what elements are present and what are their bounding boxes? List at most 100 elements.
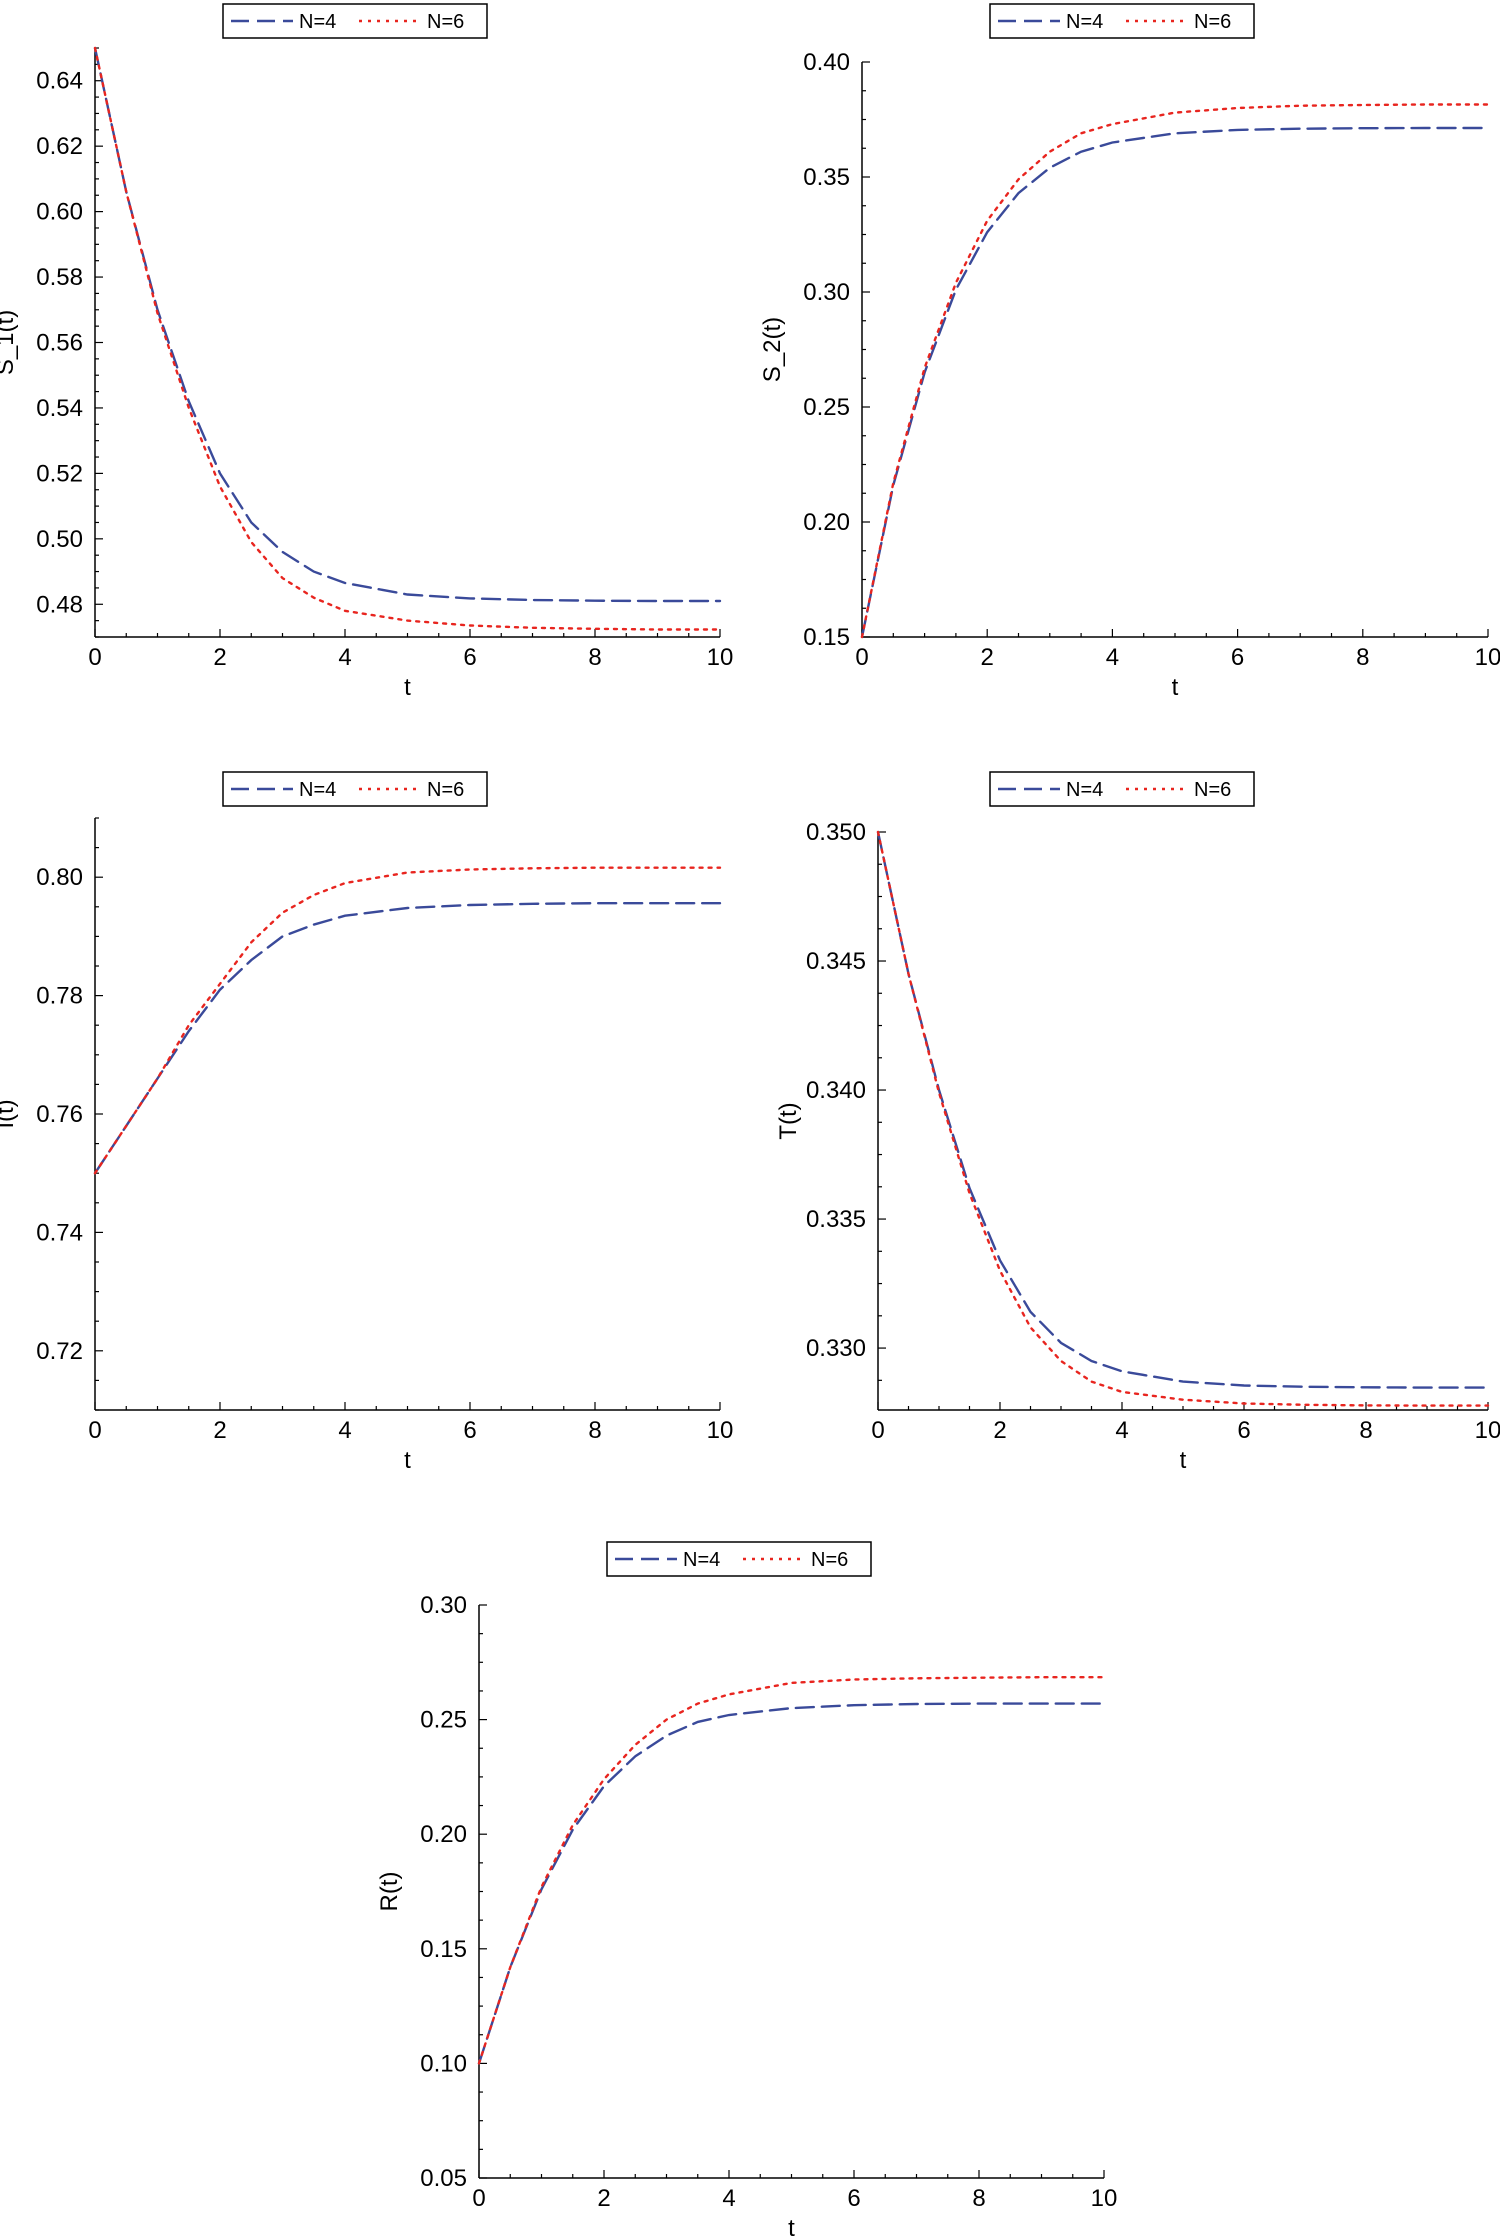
x-tick-label: 10	[707, 1417, 734, 1444]
x-axis-label: t	[404, 1447, 411, 1474]
x-tick-label: 2	[981, 644, 994, 671]
y-tick-label: 0.15	[803, 624, 850, 651]
y-tick-label: 0.56	[36, 330, 83, 357]
y-tick-label: 0.30	[803, 279, 850, 306]
series-line-n4	[93, 46, 722, 603]
series-line-n4	[477, 1702, 1106, 2065]
y-tick-label: 0.58	[36, 264, 83, 291]
series-line-n4	[860, 126, 1490, 639]
x-tick-label: 6	[463, 1417, 476, 1444]
x-tick-label: 8	[1359, 1417, 1372, 1444]
x-tick-label: 10	[1475, 644, 1500, 671]
x-tick-label: 2	[213, 644, 226, 671]
y-tick-label: 0.10	[420, 2050, 467, 2077]
y-tick-label: 0.30	[420, 1592, 467, 1619]
y-tick-label: 0.48	[36, 591, 83, 618]
series-line-n6	[860, 103, 1490, 639]
legend-label: N=6	[811, 1549, 848, 1571]
y-tick-label: 0.62	[36, 133, 83, 160]
x-tick-label: 6	[1231, 644, 1244, 671]
legend: N=4 N=6	[222, 3, 488, 39]
series-line-n4	[93, 902, 722, 1175]
series-line-n6	[93, 46, 722, 631]
y-tick-label: 0.74	[36, 1219, 83, 1246]
x-tick-label: 0	[88, 1417, 101, 1444]
y-tick-label: 0.335	[806, 1206, 866, 1233]
x-tick-label: 10	[1091, 2185, 1118, 2212]
series-line-n6	[477, 1675, 1106, 2065]
y-tick-label: 0.50	[36, 526, 83, 553]
x-axis-label: t	[1180, 1447, 1187, 1474]
x-tick-label: 4	[722, 2185, 735, 2212]
x-tick-label: 0	[871, 1417, 884, 1444]
y-axis-label: S_1(t)	[0, 310, 19, 375]
y-tick-label: 0.40	[803, 49, 850, 76]
x-axis-label: t	[788, 2215, 795, 2240]
legend-label: N=4	[1066, 11, 1103, 33]
legend: N=4 N=6	[989, 3, 1255, 39]
y-tick-label: 0.25	[420, 1707, 467, 1734]
y-tick-label: 0.54	[36, 395, 83, 422]
y-tick-label: 0.330	[806, 1335, 866, 1362]
chart-i: 0 2 4 6 8 10 0.72 0.74 0.76 0.78 0.80 t I(t) N=4 N=6	[0, 771, 734, 1474]
y-tick-label: 0.25	[803, 394, 850, 421]
x-tick-label: 6	[463, 644, 476, 671]
series-line-n6	[876, 830, 1490, 1407]
x-axis-label: t	[1172, 674, 1179, 701]
legend-label: N=4	[299, 11, 336, 33]
x-tick-label: 8	[588, 1417, 601, 1444]
legend-label: N=6	[1194, 11, 1231, 33]
legend-label: N=4	[1066, 779, 1103, 801]
x-tick-label: 6	[1237, 1417, 1250, 1444]
y-tick-label: 0.52	[36, 460, 83, 487]
y-tick-label: 0.20	[803, 509, 850, 536]
y-tick-label: 0.64	[36, 68, 83, 95]
legend-label: N=4	[683, 1549, 720, 1571]
chart-s2: 0 2 4 6 8 10 0.15 0.20 0.25 0.30 0.35 0.40 t S_2(t) N=…	[759, 3, 1500, 701]
x-axis-label: t	[404, 674, 411, 701]
x-tick-label: 4	[1106, 644, 1119, 671]
y-tick-label: 0.80	[36, 864, 83, 891]
x-tick-label: 2	[993, 1417, 1006, 1444]
legend: N=4 N=6	[606, 1541, 872, 1577]
x-tick-label: 10	[707, 644, 734, 671]
legend-label: N=6	[427, 779, 464, 801]
x-tick-label: 8	[972, 2185, 985, 2212]
y-tick-label: 0.345	[806, 948, 866, 975]
y-tick-label: 0.76	[36, 1101, 83, 1128]
legend: N=4 N=6	[222, 771, 488, 807]
y-tick-label: 0.60	[36, 199, 83, 226]
chart-t: 0 2 4 6 8 10 0.330 0.335 0.340 0.345 0.350 t T(t) N=4…	[775, 771, 1500, 1474]
y-axis-label: I(t)	[0, 1099, 19, 1128]
series-line-n4	[876, 830, 1490, 1389]
x-tick-label: 2	[597, 2185, 610, 2212]
legend-label: N=6	[427, 11, 464, 33]
x-tick-label: 8	[588, 644, 601, 671]
y-tick-label: 0.72	[36, 1338, 83, 1365]
x-tick-label: 4	[338, 1417, 351, 1444]
chart-s1: 0 2 4 6 8 10 0.48 0.50 0.52 0.54 0.56 0.58 0.60 0.62 0…	[0, 3, 734, 701]
y-axis-label: T(t)	[775, 1102, 802, 1139]
y-axis-label: S_2(t)	[759, 317, 786, 382]
x-tick-label: 0	[472, 2185, 485, 2212]
y-tick-label: 0.35	[803, 164, 850, 191]
x-tick-label: 0	[855, 644, 868, 671]
x-tick-label: 6	[847, 2185, 860, 2212]
x-tick-label: 10	[1475, 1417, 1500, 1444]
y-tick-label: 0.78	[36, 983, 83, 1010]
legend-label: N=4	[299, 779, 336, 801]
x-tick-label: 0	[88, 644, 101, 671]
legend: N=4 N=6	[989, 771, 1255, 807]
y-tick-label: 0.20	[420, 1821, 467, 1848]
y-tick-label: 0.340	[806, 1077, 866, 1104]
x-tick-label: 8	[1356, 644, 1369, 671]
x-tick-label: 2	[213, 1417, 226, 1444]
x-tick-label: 4	[1115, 1417, 1128, 1444]
y-tick-label: 0.350	[806, 819, 866, 846]
x-tick-label: 4	[338, 644, 351, 671]
series-line-n6	[93, 866, 722, 1175]
y-axis-label: R(t)	[376, 1872, 403, 1912]
legend-label: N=6	[1194, 779, 1231, 801]
